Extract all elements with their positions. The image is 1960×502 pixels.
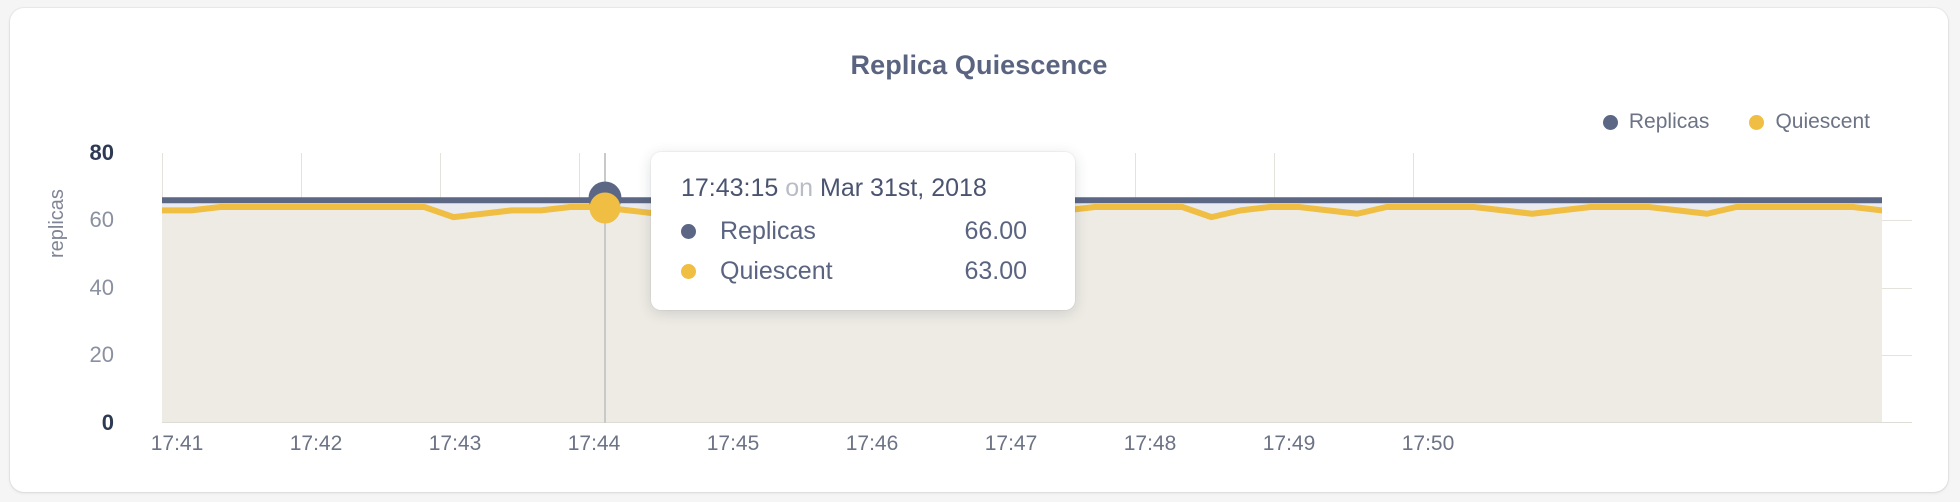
y-axis-label: replicas bbox=[46, 189, 68, 258]
chart-tooltip: 17:43:15 on Mar 31st, 2018 Replicas 66.0… bbox=[651, 152, 1075, 310]
y-tick-label-60: 60 bbox=[89, 207, 114, 232]
x-tick-label: 17:50 bbox=[1401, 432, 1455, 455]
legend-dot-icon bbox=[1749, 114, 1765, 130]
tooltip-time: 17:43:15 bbox=[681, 174, 779, 202]
page-title: Replica Quiescence bbox=[850, 50, 1108, 80]
series-svg bbox=[162, 153, 1882, 423]
y-tick-label-40: 40 bbox=[89, 275, 114, 300]
tooltip-series-value: 66.00 bbox=[964, 217, 1027, 245]
chart-card: Replica Quiescence Replicas Quiescent re… bbox=[10, 8, 1948, 492]
legend-dot-icon bbox=[1602, 114, 1618, 130]
tooltip-series-name: Quiescent bbox=[720, 257, 833, 285]
legend-label: Replicas bbox=[1628, 110, 1710, 133]
tooltip-row-replicas: Replicas 66.00 bbox=[681, 217, 1045, 246]
x-tick-label: 17:41 bbox=[150, 432, 204, 455]
hover-crosshair bbox=[604, 153, 606, 423]
hover-marker-quiescent bbox=[589, 192, 621, 224]
x-tick-label: 17:48 bbox=[1123, 432, 1177, 455]
x-tick-label: 17:44 bbox=[567, 432, 621, 455]
tooltip-date: Mar 31st, 2018 bbox=[820, 174, 987, 202]
plot-area[interactable] bbox=[162, 153, 1882, 423]
y-tick-label-0: 0 bbox=[101, 410, 114, 435]
tooltip-dot-icon bbox=[681, 224, 696, 239]
x-tick-label: 17:43 bbox=[428, 432, 482, 455]
tooltip-series-value: 63.00 bbox=[964, 257, 1027, 285]
legend-label: Quiescent bbox=[1775, 110, 1870, 133]
x-tick-label: 17:42 bbox=[289, 432, 343, 455]
legend-item-quiescent[interactable]: Quiescent bbox=[1749, 110, 1870, 134]
tooltip-header: 17:43:15 on Mar 31st, 2018 bbox=[681, 174, 1045, 203]
tooltip-row-quiescent: Quiescent 63.00 bbox=[681, 257, 1045, 286]
x-tick-label: 17:47 bbox=[984, 432, 1038, 455]
tooltip-series-name: Replicas bbox=[720, 217, 816, 245]
tooltip-on-word: on bbox=[785, 174, 814, 202]
legend-item-replicas[interactable]: Replicas bbox=[1602, 110, 1710, 134]
y-tick-label-80: 80 bbox=[89, 140, 114, 165]
x-tick-label: 17:45 bbox=[706, 432, 760, 455]
x-axis-line bbox=[162, 422, 1912, 423]
chart-legend: Replicas Quiescent bbox=[1602, 110, 1870, 134]
x-tick-label: 17:46 bbox=[845, 432, 899, 455]
y-tick-label-20: 20 bbox=[89, 342, 114, 367]
x-tick-label: 17:49 bbox=[1262, 432, 1316, 455]
tooltip-dot-icon bbox=[681, 264, 696, 279]
